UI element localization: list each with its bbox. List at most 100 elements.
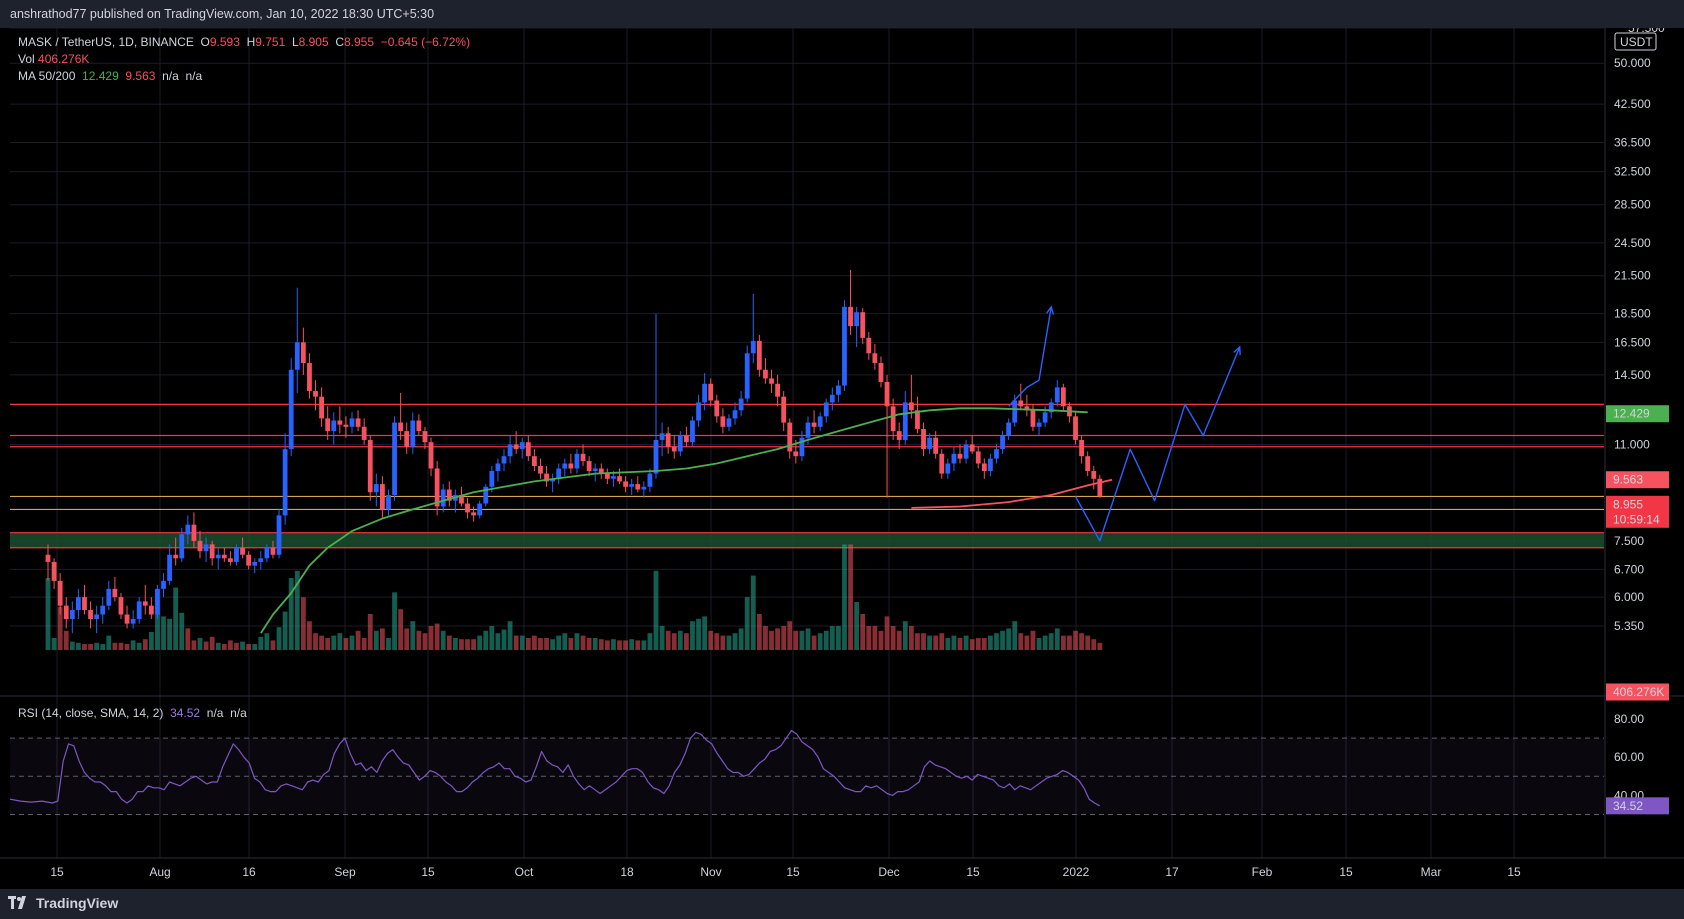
high-label: H [246,35,256,49]
price-chart[interactable]: 57.500 50.000 42.500 36.500 32.500 28.500 24.5… [0,28,1684,890]
last-price-badge-countdown: 10:59:14 [1613,512,1660,526]
volume-bar [246,644,252,650]
candle-body [282,449,288,516]
tradingview-logo[interactable]: TradingView [8,895,118,911]
change-value: −0.645 (−6.72%) [380,35,471,49]
volume-bar [185,628,191,650]
candle-body [258,558,264,562]
candle-body [45,554,51,562]
candle-body [331,420,337,432]
volume-bar [148,632,154,650]
candle-body [872,353,878,364]
candle-body [702,383,708,403]
vol-label[interactable]: Vol [18,52,35,66]
volume-bar [440,630,446,650]
candle-body [574,453,580,469]
candle-body [69,610,75,620]
volume-bar [380,628,385,650]
volume-bar [538,638,543,650]
volume-bar [513,635,519,650]
volume-bar [361,638,367,650]
volume-bar [1018,633,1024,650]
volume-bar [495,633,501,650]
candle-body [106,588,112,606]
ma200-badge: 9.563 [1613,473,1643,487]
volume-bar [714,633,720,650]
volume-bar [544,638,549,650]
candle-body [963,444,969,459]
time-tick-label: 16 [242,865,256,879]
volume-bar [373,630,379,650]
candle-body [908,402,914,411]
volume-bar [623,640,628,650]
volume-bar [1012,621,1018,650]
candle-body [343,424,349,427]
time-tick-label: 15 [50,865,64,879]
candle-body [185,524,191,535]
high-value: 9.751 [255,35,286,49]
volume-bar [756,614,762,650]
volume-bar [799,630,805,650]
volume-bar [532,635,537,650]
grid [0,28,1684,859]
volume-bar [1079,633,1084,650]
volume-bar [386,638,391,650]
candle-body [465,503,470,513]
volume-bar [203,641,209,650]
candle-body [896,431,902,440]
projection-arrowhead [1046,305,1055,315]
projection-path [1074,346,1241,542]
volume-bar [228,640,233,650]
candle-body [720,416,726,427]
candle-body [763,369,768,379]
candle-body [805,422,811,438]
candle-body [1085,456,1091,472]
candle-body [349,418,355,427]
volume-bar [726,635,732,650]
volume-bar [136,642,142,650]
candles [45,269,1103,634]
volume-bar [586,638,592,650]
candle-body [501,456,507,464]
time-axis[interactable]: 15 Aug 16 Sep 15 Oct 18 Nov 15 Dec 15 2022 17 Feb 15 Ma… [50,865,1521,879]
symbol-title[interactable]: MASK / TetherUS, 1D, BINANCE [18,35,194,49]
ma200-badge-bg [1606,471,1669,489]
volume-bar [124,644,130,650]
volume-bar [580,635,586,650]
volume-bar [908,626,914,650]
candle-body [76,597,81,611]
ma200-value: 9.563 [125,69,156,83]
candle-body [671,446,677,452]
candle-body [836,385,841,395]
price-tick-label: 14.500 [1614,368,1651,382]
candle-body [252,561,258,566]
candle-body [1091,471,1097,479]
ohlc-row: MASK / TetherUS, 1D, BINANCE O9.593 H9.7… [18,34,470,51]
volume-bar [690,621,695,650]
volume-bar [398,609,404,650]
volume-bar [258,636,264,650]
candle-body [890,406,896,432]
time-tick-label: Mar [1421,865,1442,879]
ma200-polyline [911,478,1113,509]
rsi-label[interactable]: RSI (14, close, SMA, 14, 2) [18,706,164,720]
volume-bar [57,606,63,650]
volume-bar [994,633,999,650]
candle-body [653,439,659,474]
candle-body [392,422,397,496]
candle-body [118,597,124,615]
ma50-line [260,407,1088,634]
volume-row: Vol 406.276K [18,51,470,68]
volume-bar [1067,635,1072,650]
ma-label[interactable]: MA 50/200 [18,69,76,83]
candle-body [307,363,312,392]
candle-body [1073,416,1078,440]
candle-body [246,554,252,566]
volume-badge: 406.276K [1613,685,1664,699]
volume-bar [264,633,270,650]
volume-bar [617,640,622,650]
chart-legend: MASK / TetherUS, 1D, BINANCE O9.593 H9.7… [18,34,470,85]
candle-body [969,444,975,452]
volume-bar [568,638,574,650]
candle-body [1097,478,1103,497]
